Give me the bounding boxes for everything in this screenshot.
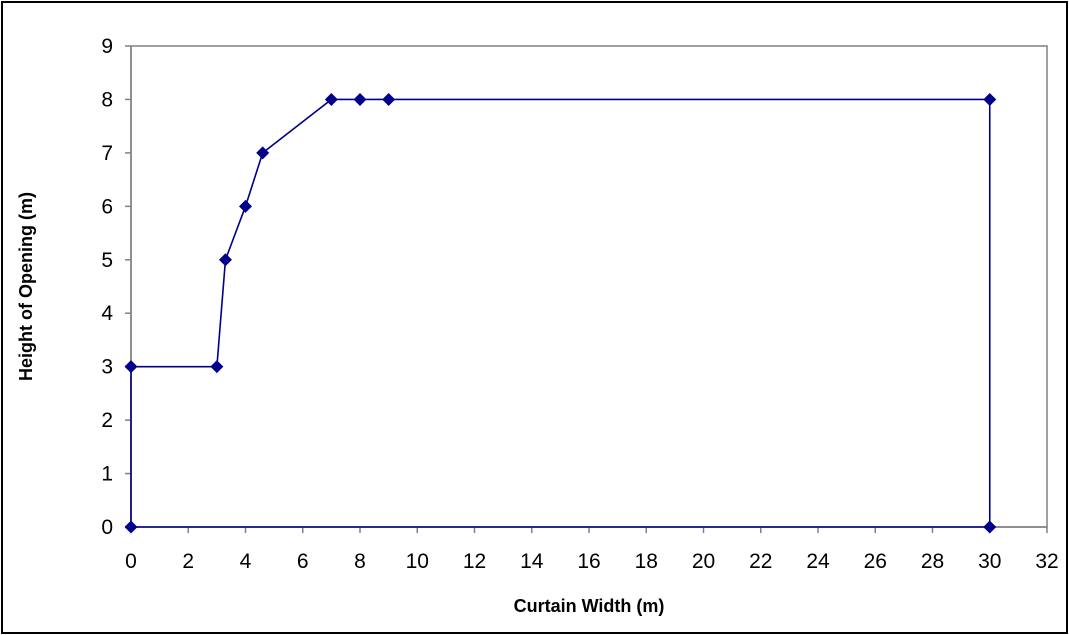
x-tick-label: 32	[1035, 550, 1058, 573]
x-tick-label: 4	[240, 550, 252, 573]
x-tick-label: 8	[354, 550, 366, 573]
x-tick-label: 2	[182, 550, 194, 573]
y-tick-label: 4	[101, 302, 113, 325]
plot-area	[130, 45, 1048, 528]
y-tick-label: 7	[101, 142, 113, 165]
x-tick-label: 12	[463, 550, 486, 573]
x-tick-label: 20	[692, 550, 715, 573]
x-tick-label: 22	[749, 550, 772, 573]
y-tick-label: 6	[101, 195, 113, 218]
data-point-marker	[124, 520, 138, 534]
y-tick-label: 8	[101, 88, 113, 111]
y-tick-label: 2	[101, 409, 113, 432]
y-axis-title: Height of Opening (m)	[16, 192, 36, 381]
x-tick-label: 16	[577, 550, 600, 573]
y-axis-ticks: 0 1 2 3 4 5 6 7 8 9	[101, 35, 131, 539]
y-tick-label: 3	[101, 356, 113, 379]
plot-border	[130, 45, 1048, 528]
data-point-marker	[324, 92, 338, 106]
x-tick-label: 26	[864, 550, 887, 573]
x-tick-label: 14	[520, 550, 544, 573]
data-point-marker	[983, 92, 997, 106]
y-tick-label: 1	[101, 463, 113, 486]
data-point-marker	[256, 146, 270, 160]
y-tick-label: 9	[101, 35, 113, 58]
x-axis-ticks: 0 2 4 6 8 10 12 14 16 18 20 22 24 26 28 30 32	[125, 527, 1059, 573]
data-point-marker	[218, 253, 232, 267]
x-tick-label: 10	[406, 550, 429, 573]
series-line	[130, 98, 991, 528]
data-point-marker	[983, 520, 997, 534]
x-tick-label: 30	[978, 550, 1001, 573]
data-point-marker	[239, 199, 252, 213]
data-point-marker	[382, 92, 396, 106]
x-tick-label: 6	[297, 550, 309, 573]
y-tick-label: 5	[101, 249, 113, 272]
data-point-marker	[124, 360, 138, 374]
x-tick-label: 24	[806, 550, 830, 573]
y-tick-label: 0	[101, 516, 113, 539]
x-tick-label: 0	[125, 550, 137, 573]
series-layer	[124, 92, 997, 534]
data-point-marker	[353, 92, 367, 106]
x-tick-label: 28	[921, 550, 944, 573]
x-tick-label: 18	[635, 550, 658, 573]
data-point-marker	[210, 360, 224, 374]
x-axis-title: Curtain Width (m)	[514, 596, 665, 616]
